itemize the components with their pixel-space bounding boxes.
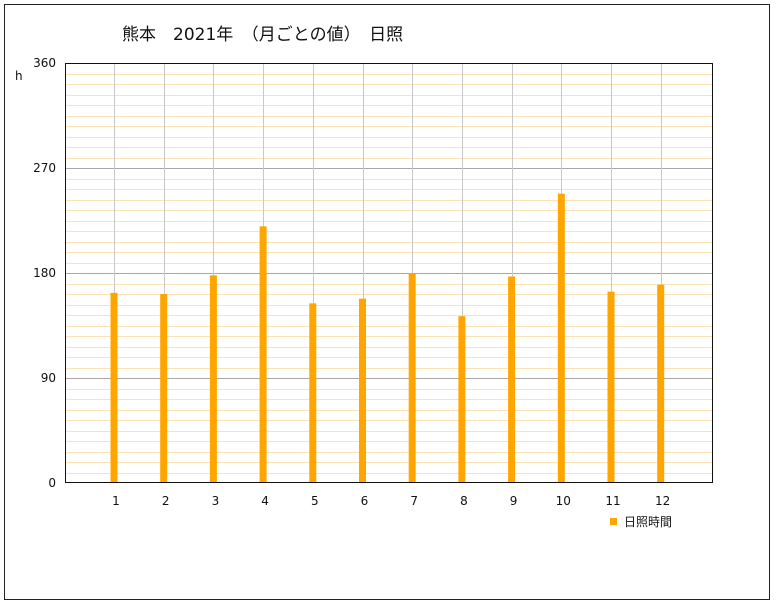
legend-label: 日照時間 xyxy=(624,515,673,529)
bar-6 xyxy=(359,298,366,483)
x-tick-label: 8 xyxy=(460,494,468,508)
chart-title: 熊本 2021年 （月ごとの値） 日照 xyxy=(122,25,404,45)
y-tick-label: 0 xyxy=(48,476,56,490)
x-tick-label: 12 xyxy=(655,494,670,508)
legend-swatch xyxy=(610,518,617,525)
bar-1 xyxy=(110,292,118,483)
x-tick-label: 10 xyxy=(556,494,571,508)
bar-5 xyxy=(309,303,317,483)
bar-12 xyxy=(657,284,665,483)
x-tick-label: 2 xyxy=(162,494,170,508)
x-tick-label: 7 xyxy=(410,494,418,508)
bar-3 xyxy=(209,275,217,483)
x-tick-label: 5 xyxy=(311,494,319,508)
plot-border xyxy=(65,63,713,483)
bar-11 xyxy=(607,291,615,483)
bar-7 xyxy=(408,273,416,483)
bar-9 xyxy=(508,276,516,483)
bar-2 xyxy=(160,294,168,483)
x-tick-label: 4 xyxy=(261,494,269,508)
y-tick-label: 90 xyxy=(41,371,56,385)
x-tick-label: 11 xyxy=(605,494,620,508)
x-tick-label: 9 xyxy=(510,494,518,508)
bar-4 xyxy=(259,226,267,484)
bar-8 xyxy=(458,316,466,483)
chart-legend: 日照時間 xyxy=(610,513,672,530)
bar-10 xyxy=(557,193,565,483)
x-tick-label: 1 xyxy=(112,494,120,508)
y-tick-label: 180 xyxy=(33,266,56,280)
y-tick-label: 360 xyxy=(33,56,56,70)
x-tick-label: 6 xyxy=(361,494,369,508)
x-tick-label: 3 xyxy=(212,494,220,508)
y-tick-label: 270 xyxy=(33,161,56,175)
y-axis-unit-label: h xyxy=(15,69,23,83)
